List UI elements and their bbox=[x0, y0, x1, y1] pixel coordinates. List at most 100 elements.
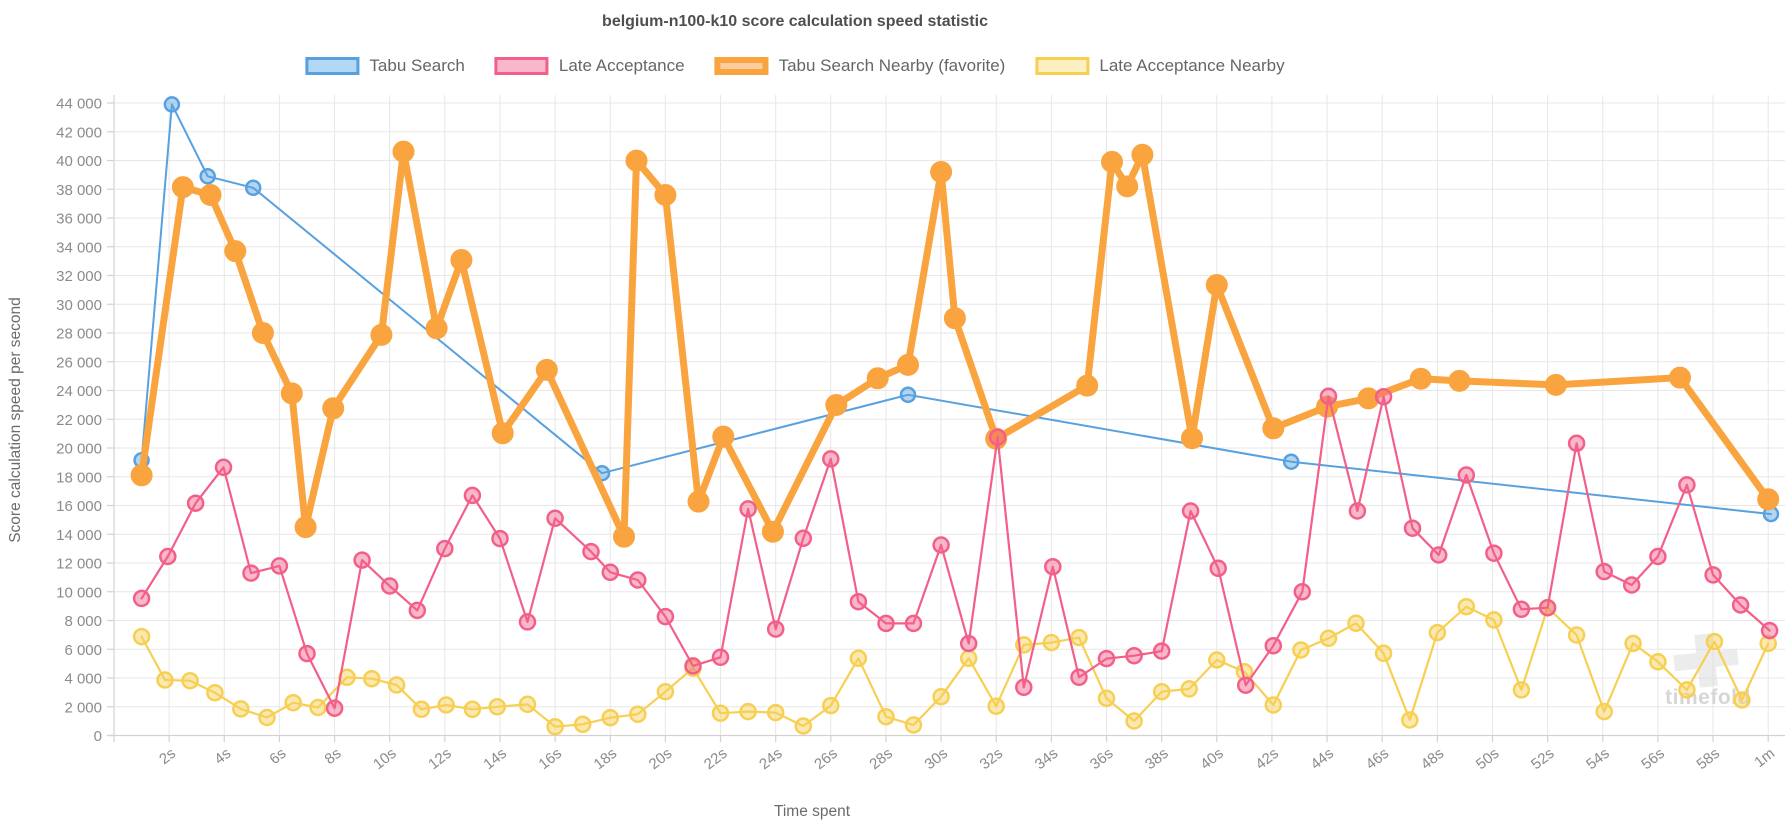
x-tick-label: 1m bbox=[1751, 745, 1778, 771]
y-tick-label: 36 000 bbox=[56, 211, 102, 228]
data-point-tabu-search-nearby-favorite bbox=[370, 323, 393, 346]
y-tick-label: 40 000 bbox=[56, 153, 102, 170]
data-point-late-acceptance-nearby bbox=[284, 693, 302, 712]
data-point-late-acceptance-nearby bbox=[232, 700, 250, 718]
data-point-tabu-search-nearby-favorite bbox=[322, 397, 345, 420]
data-point-late-acceptance bbox=[629, 571, 647, 589]
y-tick-label: 6 000 bbox=[64, 642, 102, 659]
data-point-late-acceptance bbox=[1264, 636, 1283, 655]
x-tick-label: 42s bbox=[1252, 745, 1282, 773]
gridlines bbox=[114, 95, 1785, 736]
data-point-late-acceptance-nearby bbox=[1208, 651, 1226, 669]
data-point-late-acceptance-nearby bbox=[1457, 597, 1476, 616]
data-point-late-acceptance-nearby bbox=[1485, 611, 1503, 629]
data-point-late-acceptance bbox=[1125, 646, 1143, 665]
data-point-late-acceptance bbox=[1649, 547, 1667, 566]
data-point-late-acceptance-nearby bbox=[1264, 696, 1283, 714]
data-point-late-acceptance bbox=[1236, 676, 1255, 694]
data-point-late-acceptance-nearby bbox=[437, 696, 455, 714]
data-point-late-acceptance-nearby bbox=[822, 696, 840, 715]
x-tick-label: 16s bbox=[536, 745, 566, 773]
chart-title: belgium-n100-k10 score calculation speed… bbox=[602, 13, 988, 30]
x-tick-label: 34s bbox=[1032, 745, 1062, 773]
data-point-late-acceptance-nearby bbox=[387, 676, 406, 694]
y-tick-label: 42 000 bbox=[56, 124, 102, 141]
data-point-late-acceptance bbox=[380, 577, 399, 595]
x-tick-label: 20s bbox=[646, 745, 676, 773]
x-tick-label: 54s bbox=[1583, 745, 1613, 773]
data-point-late-acceptance-nearby bbox=[1347, 614, 1365, 632]
legend-swatch-late-acceptance-nearby bbox=[1035, 57, 1090, 75]
data-point-late-acceptance-nearby bbox=[1733, 691, 1751, 709]
x-tick-label: 22s bbox=[701, 745, 731, 773]
data-point-late-acceptance-nearby bbox=[1401, 711, 1419, 729]
data-point-tabu-search-nearby-favorite bbox=[251, 322, 274, 344]
data-point-late-acceptance-nearby bbox=[1428, 623, 1447, 642]
y-axis-title: Score calculation speed per second bbox=[7, 297, 24, 543]
data-point-tabu-search-nearby-favorite bbox=[943, 307, 966, 330]
tick-labels: 0 2 000 4 000 6 000 8 000 10 000 12 000 14 000 1… bbox=[56, 96, 1778, 774]
data-point-late-acceptance bbox=[822, 450, 840, 468]
legend-swatch-tabu-search-nearby-favorite bbox=[714, 57, 769, 75]
x-tick-label: 12s bbox=[425, 745, 455, 773]
data-point-late-acceptance-nearby bbox=[132, 627, 151, 646]
legend-item-late-acceptance[interactable]: Late Acceptance bbox=[494, 56, 685, 76]
data-point-tabu-search-nearby-favorite bbox=[294, 516, 317, 539]
data-point-tabu-search-nearby-favorite bbox=[1544, 373, 1567, 396]
data-point-late-acceptance-nearby bbox=[156, 671, 174, 689]
data-point-tabu-search-nearby-favorite bbox=[224, 240, 247, 263]
data-point-late-acceptance-nearby bbox=[573, 715, 592, 734]
data-point-tabu-search-nearby-favorite bbox=[425, 317, 448, 340]
y-tick-label: 18 000 bbox=[56, 469, 102, 486]
data-point-late-acceptance bbox=[436, 539, 454, 558]
data-point-late-acceptance-nearby bbox=[987, 697, 1005, 715]
data-point-late-acceptance-nearby bbox=[1624, 634, 1642, 653]
data-point-late-acceptance bbox=[932, 536, 950, 554]
data-point-late-acceptance-nearby bbox=[959, 649, 978, 668]
y-tick-label: 30 000 bbox=[56, 297, 102, 314]
data-point-tabu-search-nearby-favorite bbox=[613, 525, 635, 548]
legend-item-tabu-search-nearby-favorite[interactable]: Tabu Search Nearby (favorite) bbox=[714, 56, 1005, 76]
data-point-late-acceptance bbox=[711, 648, 730, 667]
data-point-tabu-search-nearby-favorite bbox=[1357, 387, 1380, 410]
data-point-late-acceptance bbox=[766, 620, 785, 638]
y-tick-label: 16 000 bbox=[56, 498, 102, 515]
data-point-late-acceptance-nearby bbox=[739, 702, 757, 721]
y-tick-label: 14 000 bbox=[56, 527, 102, 544]
x-tick-label: 40s bbox=[1197, 745, 1227, 773]
legend-swatch-late-acceptance bbox=[494, 57, 549, 75]
data-point-tabu-search-nearby-favorite bbox=[625, 149, 648, 172]
y-tick-label: 44 000 bbox=[56, 96, 102, 113]
data-point-late-acceptance-nearby bbox=[904, 716, 923, 734]
series-line-late-acceptance-nearby bbox=[140, 605, 1770, 728]
data-point-tabu-search-nearby-favorite bbox=[450, 249, 473, 271]
data-point-late-acceptance-nearby bbox=[1567, 626, 1586, 644]
data-point-late-acceptance bbox=[491, 529, 509, 548]
data-point-late-acceptance-nearby bbox=[1678, 681, 1696, 699]
y-tick-label: 28 000 bbox=[56, 326, 102, 343]
data-point-tabu-search-nearby-favorite bbox=[761, 520, 784, 543]
x-tick-label: 32s bbox=[977, 745, 1007, 773]
data-point-late-acceptance-nearby bbox=[1705, 632, 1724, 651]
data-point-late-acceptance bbox=[849, 592, 868, 611]
data-point-late-acceptance bbox=[1374, 387, 1393, 406]
data-point-tabu-search-nearby-favorite bbox=[392, 140, 415, 163]
data-point-late-acceptance-nearby bbox=[463, 700, 482, 719]
data-point-tabu-search-nearby-favorite bbox=[1181, 427, 1203, 450]
legend-item-late-acceptance-nearby[interactable]: Late Acceptance Nearby bbox=[1035, 56, 1285, 76]
data-point-late-acceptance bbox=[684, 657, 702, 675]
x-tick-label: 24s bbox=[756, 745, 786, 773]
data-point-late-acceptance-nearby bbox=[518, 695, 537, 714]
legend-item-tabu-search[interactable]: Tabu Search bbox=[305, 56, 465, 76]
data-point-late-acceptance-nearby bbox=[546, 717, 564, 736]
data-point-late-acceptance bbox=[1678, 476, 1696, 494]
data-point-tabu-search-nearby-favorite bbox=[687, 490, 710, 513]
data-point-late-acceptance bbox=[1538, 598, 1557, 617]
series-line-tabu-search-nearby-favorite bbox=[138, 148, 1772, 541]
data-point-late-acceptance bbox=[1731, 596, 1750, 614]
x-tick-label: 36s bbox=[1087, 745, 1117, 773]
data-point-tabu-search-nearby-favorite bbox=[1757, 488, 1780, 511]
data-point-late-acceptance-nearby bbox=[849, 649, 868, 668]
data-point-tabu-search-nearby-favorite bbox=[171, 176, 194, 199]
